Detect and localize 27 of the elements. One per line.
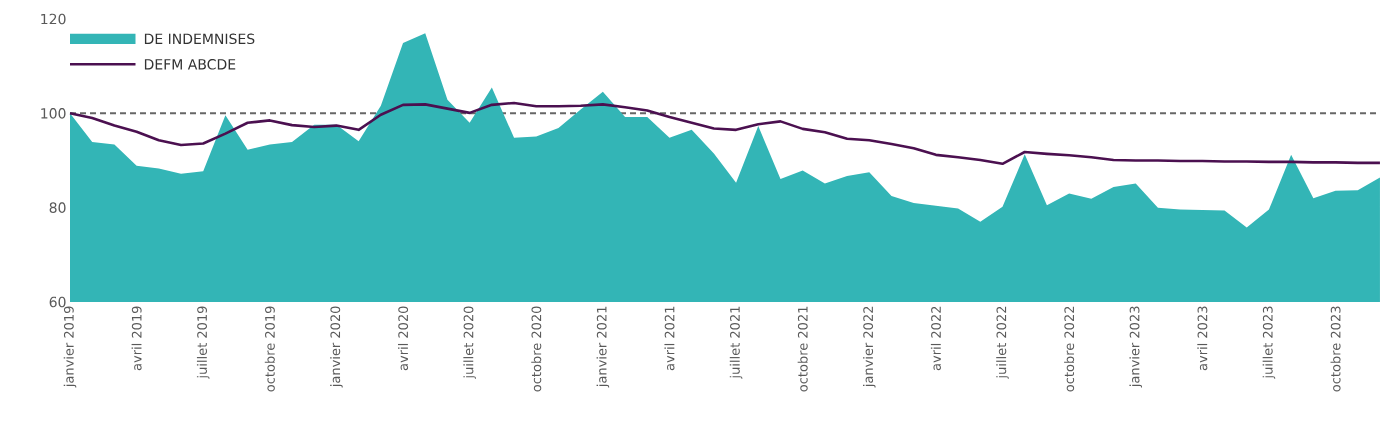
x-tick-label: janvier 2020 xyxy=(330,306,343,388)
y-tick-label: 80 xyxy=(49,202,66,213)
x-tick-label: avril 2020 xyxy=(398,306,409,371)
x-tick-label: octobre 2020 xyxy=(531,306,542,392)
y-tick-label: 60 xyxy=(49,296,66,308)
x-tick-label: juillet 2023 xyxy=(1262,306,1276,379)
x-tick-label: octobre 2019 xyxy=(264,306,275,392)
legend-label: DEFM ABCDE xyxy=(144,58,236,70)
x-tick-label: avril 2022 xyxy=(930,306,941,371)
legend-label: DE INDEMNISES xyxy=(144,33,255,45)
x-tick-label: avril 2023 xyxy=(1197,306,1208,371)
x-tick-label: juillet 2022 xyxy=(996,306,1009,379)
x-tick-label: janvier 2022 xyxy=(863,306,876,388)
x-tick-label: avril 2019 xyxy=(131,306,142,371)
x-tick-label: juillet 2021 xyxy=(729,306,743,379)
x-tick-label: juillet 2019 xyxy=(196,306,210,379)
x-tick-label: octobre 2023 xyxy=(1330,306,1341,392)
x-tick-label: janvier 2019 xyxy=(63,306,77,388)
x-tick-label: juillet 2020 xyxy=(463,306,476,379)
y-tick-label: 120 xyxy=(41,13,66,25)
y-tick-label: 100 xyxy=(41,108,66,119)
x-tick-label: janvier 2023 xyxy=(1129,306,1143,388)
x-tick-label: janvier 2021 xyxy=(596,306,610,388)
x-tick-label: avril 2021 xyxy=(664,306,675,371)
x-tick-label: octobre 2022 xyxy=(1064,306,1075,392)
x-tick-label: octobre 2021 xyxy=(797,306,808,392)
line-series xyxy=(68,101,1382,166)
